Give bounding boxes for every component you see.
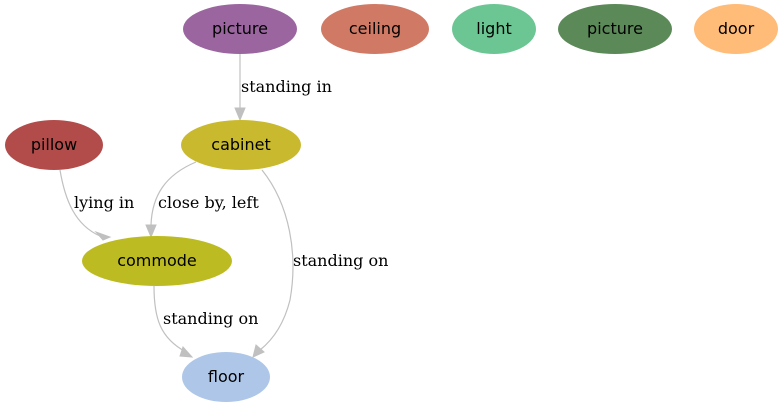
node-label: commode: [117, 251, 197, 270]
node-cabinet: cabinet: [181, 120, 301, 170]
node-light: light: [452, 4, 536, 54]
edge-picture-cabinet: standing in: [234, 54, 332, 122]
edge-pillow-commode: lying in: [59, 169, 134, 241]
node-label: cabinet: [211, 135, 270, 154]
node-shape: [558, 4, 672, 54]
node-picture: picture: [183, 4, 297, 54]
arrowhead: [252, 344, 265, 358]
node-shape: [5, 120, 103, 170]
node-label: pillow: [31, 135, 77, 154]
edge-label: standing on: [163, 309, 258, 328]
node-picture-2: picture: [558, 4, 672, 54]
edge-label: close by, left: [158, 193, 259, 212]
node-shape: [694, 4, 778, 54]
node-floor: floor: [182, 352, 270, 402]
arrowhead: [145, 224, 157, 239]
node-shape: [321, 4, 429, 54]
node-ceiling: ceiling: [321, 4, 429, 54]
edge-label: standing on: [293, 251, 388, 270]
edge-commode-floor: standing on: [153, 285, 258, 358]
arrowhead: [94, 230, 112, 241]
node-shape: [181, 120, 301, 170]
node-pillow: pillow: [5, 120, 103, 170]
node-shape: [452, 4, 536, 54]
node-shape: [183, 4, 297, 54]
arrowhead: [234, 107, 246, 122]
node-commode: commode: [82, 236, 232, 286]
node-shape: [82, 236, 232, 286]
edge-label: lying in: [74, 193, 134, 212]
arrowhead: [179, 346, 194, 358]
node-label: picture: [587, 19, 643, 38]
node-label: door: [718, 19, 755, 38]
node-label: floor: [208, 367, 245, 386]
edge-cabinet-commode: close by, left: [145, 161, 259, 239]
node-label: light: [476, 19, 511, 38]
node-shape: [182, 352, 270, 402]
node-label: picture: [212, 19, 268, 38]
edge-label: standing in: [241, 77, 332, 96]
edge-cabinet-floor: standing on: [252, 169, 388, 358]
node-label: ceiling: [349, 19, 401, 38]
node-door: door: [694, 4, 778, 54]
